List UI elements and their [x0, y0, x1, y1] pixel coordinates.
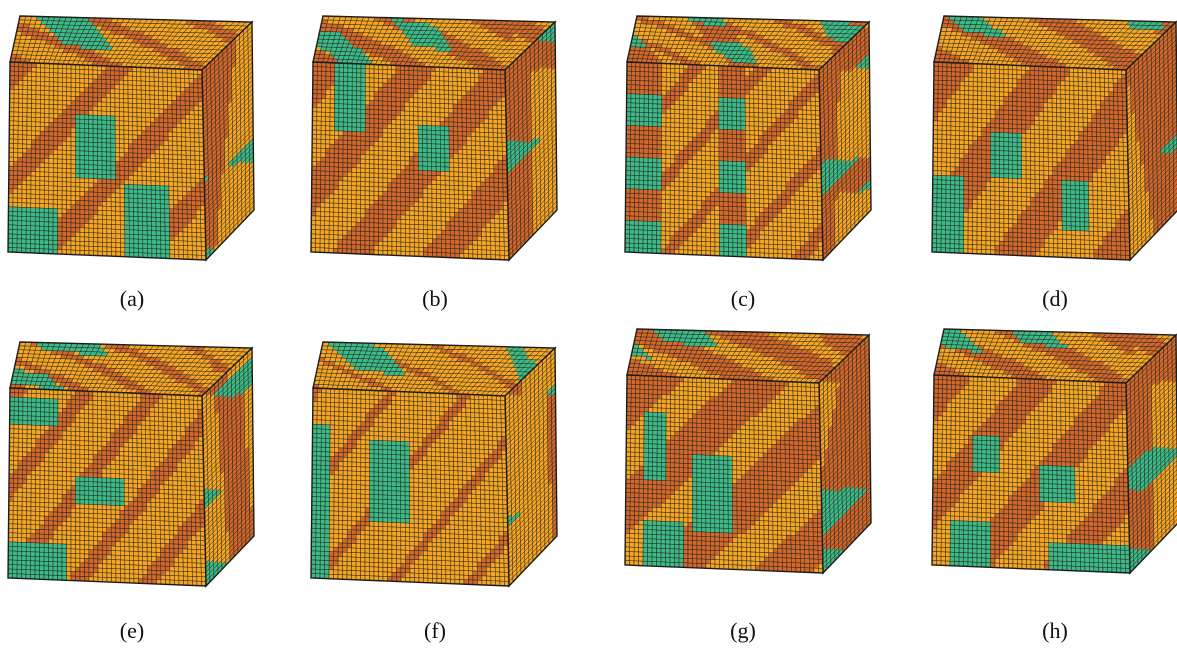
caption-c: (c): [703, 286, 783, 312]
cube-right-face: [1125, 20, 1177, 262]
cube-front-face: [931, 374, 1131, 574]
cube-c: [624, 15, 872, 262]
caption-g: (g): [703, 618, 783, 644]
cube-panel-h: [926, 325, 1177, 625]
caption-h: (h): [1015, 618, 1095, 644]
cube-top-face: [312, 15, 557, 71]
caption-a: (a): [92, 286, 172, 312]
cube-front-face: [310, 387, 510, 587]
cube-top-face: [933, 15, 1177, 71]
cube-b: [310, 15, 558, 262]
cube-panel-g: [619, 325, 879, 625]
caption-b: (b): [395, 286, 475, 312]
cube-front-face: [310, 61, 510, 261]
cube-e: [7, 341, 255, 588]
cube-panel-a: [2, 12, 262, 312]
cube-panel-e: [2, 338, 262, 638]
cube-right-face: [201, 20, 255, 262]
cube-top-face: [9, 341, 254, 397]
cube-right-face: [201, 346, 255, 588]
caption-f: (f): [395, 618, 475, 644]
cube-front-face: [7, 387, 207, 587]
cube-top-face: [312, 341, 557, 397]
cube-right-face: [818, 20, 872, 262]
cube-front-face: [624, 374, 824, 574]
cube-front-face: [931, 61, 1131, 261]
cube-d: [931, 15, 1177, 262]
cube-right-face: [504, 20, 558, 262]
cube-right-face: [504, 346, 558, 588]
caption-d: (d): [1015, 286, 1095, 312]
cube-panel-d: [926, 12, 1177, 312]
cube-top-face: [9, 15, 254, 71]
cube-top-face: [933, 328, 1177, 384]
cube-f: [310, 341, 558, 588]
cube-panel-f: [305, 338, 565, 638]
cube-front-face: [624, 61, 824, 261]
cube-h: [931, 328, 1177, 575]
cube-right-face: [1125, 333, 1177, 575]
cube-a: [7, 15, 255, 262]
cube-panel-c: [619, 12, 879, 312]
caption-e: (e): [92, 618, 172, 644]
cube-top-face: [626, 328, 871, 384]
cube-front-face: [7, 61, 207, 261]
cube-g: [624, 328, 872, 575]
cube-panel-b: [305, 12, 565, 312]
